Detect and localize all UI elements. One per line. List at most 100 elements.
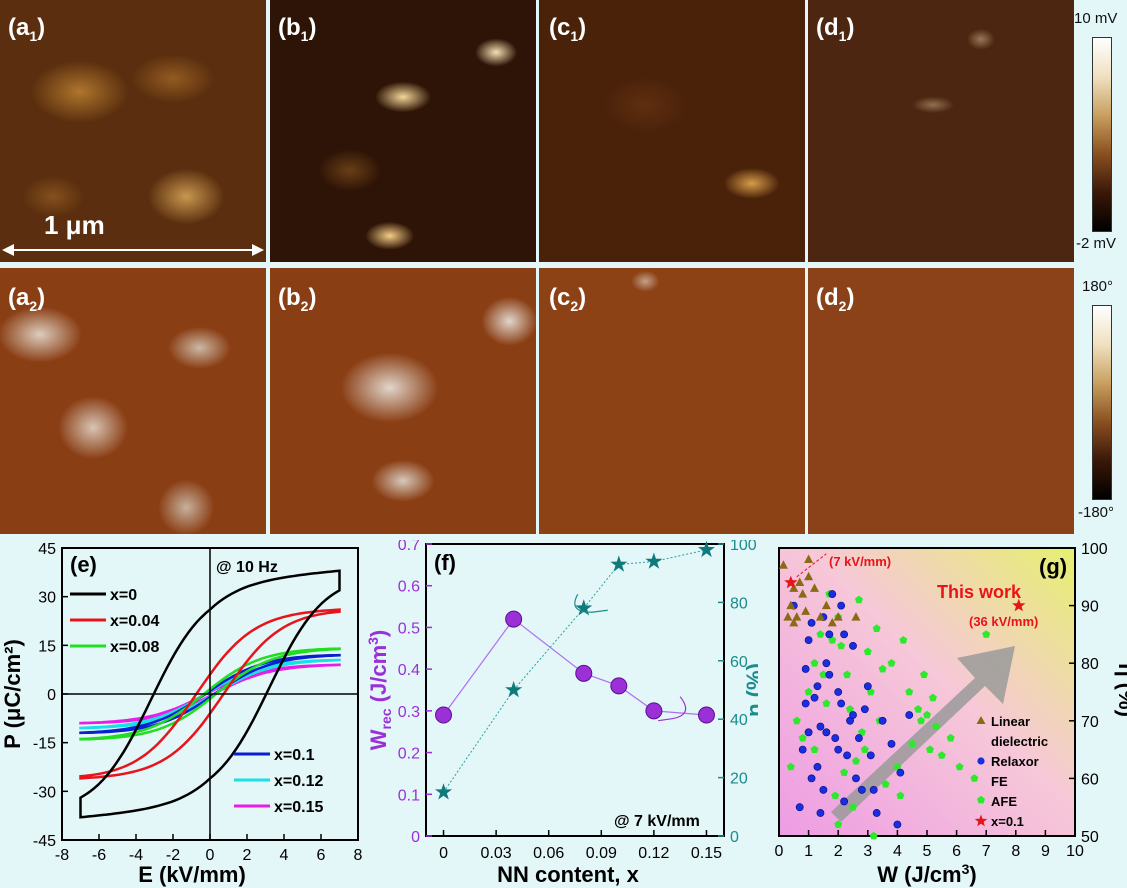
legend-label-relaxor-1: Relaxor [991, 754, 1039, 769]
linear-point [789, 617, 799, 627]
panel-label-c1: (c1) [549, 14, 587, 44]
relaxor-point [804, 728, 813, 737]
y-tick-label-right-f: 20 [730, 771, 748, 788]
y-tick-label-right-f: 60 [730, 654, 748, 671]
y-tick-label-right-f: 40 [730, 712, 748, 729]
afe-point [893, 762, 902, 771]
legend-label-linear-2: dielectric [991, 734, 1048, 749]
relaxor-point [810, 693, 819, 702]
x-axis-label-f: NN content, x [497, 862, 640, 887]
afe-point [917, 716, 926, 725]
relaxor-point [866, 751, 875, 760]
afe-point [834, 820, 843, 828]
legend-label-e: x=0.08 [110, 639, 159, 656]
relaxor-point [878, 716, 887, 725]
wrec-point [435, 706, 453, 724]
eta-point [645, 552, 663, 569]
pfm-phase-image-d2 [808, 268, 1074, 534]
y-tick-label-left-f: 0.2 [398, 746, 420, 763]
wrec-point [645, 702, 663, 720]
relaxor-point [813, 682, 822, 691]
hysteresis-loop [79, 608, 341, 780]
relaxor-point [807, 618, 816, 627]
wrec-point [697, 706, 715, 724]
linear-point [804, 554, 814, 564]
relaxor-point [887, 739, 896, 748]
relaxor-point [893, 820, 902, 829]
relaxor-point [857, 786, 866, 794]
linear-point [801, 606, 811, 615]
relaxor-point [813, 762, 822, 771]
linear-point [804, 571, 814, 581]
panel-label-d1: (d1) [816, 14, 855, 44]
afe-point [810, 659, 819, 667]
y-tick-label-g: 90 [1081, 599, 1099, 616]
y-tick-label-left-f: 0.7 [398, 540, 420, 554]
relaxor-point [816, 809, 825, 817]
hysteresis-loop [79, 647, 341, 741]
afe-point [857, 728, 866, 736]
panel-label-f: (f) [434, 550, 456, 575]
amplitude-colorbar-min: -2 mV [1076, 235, 1117, 252]
y-tick-label-left-f: 0.5 [398, 620, 420, 637]
y-tick-label-left-f: 0.6 [398, 579, 420, 596]
pfm-amplitude-image-a1 [0, 0, 266, 262]
legend-label-this-work: x=0.1 [991, 814, 1024, 829]
afe-point [822, 699, 831, 707]
linear-point [778, 560, 788, 569]
afe-point [816, 630, 825, 638]
legend-marker-linear [976, 716, 986, 724]
hysteresis-chart: -8 -6 -4 -2 0 2 4 6 8 -45 -30 -15 0 15 30 45 (e) @ 10 H… [0, 541, 363, 887]
x-tick-label-e: 6 [317, 847, 326, 864]
relaxor-point [840, 630, 849, 639]
relaxor-point [837, 699, 846, 708]
afe-point [846, 705, 854, 713]
y-tick-label-e: 0 [47, 687, 56, 704]
relaxor-point [843, 751, 851, 760]
linear-point [792, 612, 802, 621]
afe-point [937, 751, 946, 759]
y-tick-label-e: -15 [33, 736, 56, 753]
trend-arrow [831, 646, 1015, 822]
y-tick-label-left-f: 0 [411, 829, 420, 846]
wrec-point [505, 610, 523, 628]
panel-label-c2: (c2) [549, 284, 587, 314]
afe-point [819, 670, 828, 679]
x-tick-label-e: -8 [55, 847, 69, 864]
linear-point [798, 589, 808, 598]
relaxor-point [860, 705, 869, 714]
y-tick-label-e: -30 [33, 784, 56, 801]
afe-point [831, 791, 840, 800]
afe-point [905, 687, 914, 696]
x-tick-label-f: 0.03 [481, 845, 512, 862]
legend-label-e: x=0 [110, 587, 137, 604]
pfm-amplitude-image-c1 [539, 0, 805, 262]
relaxor-point [795, 803, 804, 812]
hysteresis-loop [79, 569, 341, 819]
linear-point [789, 583, 799, 592]
y-tick-label-g: 70 [1081, 714, 1099, 731]
panel-label-a1: (a1) [8, 14, 46, 44]
relaxor-point [828, 590, 837, 598]
y-tick-label-right-f: 0 [730, 829, 739, 846]
afe-point [840, 768, 849, 776]
relaxor-point [840, 797, 849, 806]
afe-point [792, 716, 801, 725]
annotation-frequency: @ 10 Hz [216, 559, 278, 576]
panel-label-b2: (b2) [278, 284, 317, 314]
legend-marker-this-work [974, 814, 988, 827]
afe-point [854, 595, 863, 604]
annotation-low-field: (7 kV/mm) [829, 554, 891, 569]
y-axis-label-right-f: η (%) [742, 663, 758, 717]
afe-point [852, 756, 860, 765]
legend-label-e: x=0.1 [274, 747, 315, 764]
afe-point [920, 670, 928, 679]
relaxor-point [801, 665, 810, 673]
linear-point [810, 583, 820, 592]
eta-axis-arrow [574, 593, 608, 613]
low-field-pointer [796, 553, 827, 578]
legend-label-e: x=0.04 [110, 613, 159, 630]
x-tick-label-g: 1 [804, 843, 813, 860]
x-tick-label-e: 0 [206, 847, 215, 864]
y-tick-label-e: 30 [38, 590, 56, 607]
